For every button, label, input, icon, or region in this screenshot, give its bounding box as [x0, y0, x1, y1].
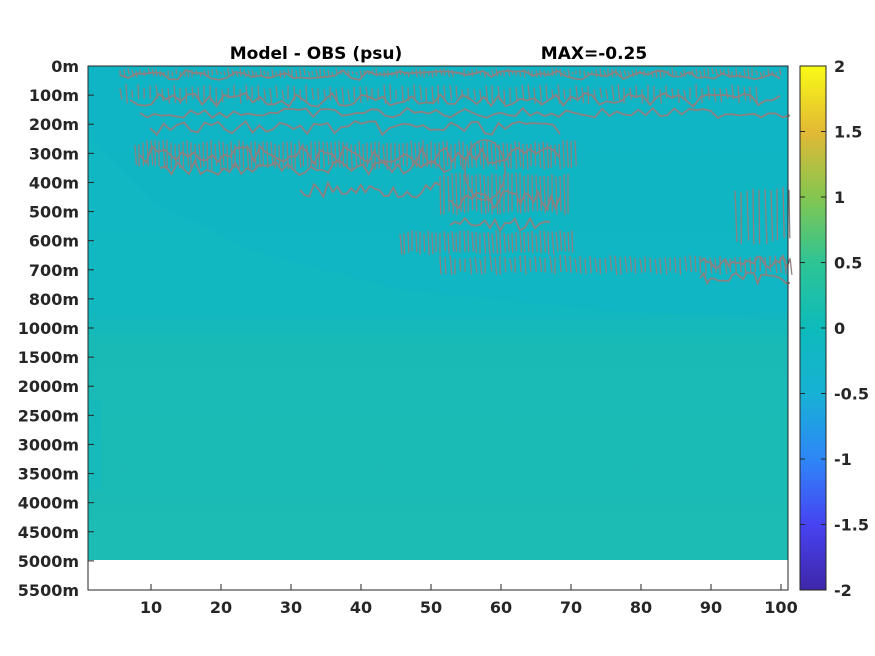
x-tick-label: 80 — [630, 598, 652, 617]
colorbar-tick-label: -0.5 — [834, 385, 869, 404]
contour-hatch — [439, 255, 793, 276]
y-tick-label: 5000m — [18, 552, 79, 571]
y-tick-label: 0m — [51, 57, 79, 76]
colorbar-tick-label: 1 — [834, 188, 845, 207]
y-tick-label: 2500m — [18, 406, 79, 425]
x-tick-label: 10 — [140, 598, 162, 617]
y-tick-label: 5500m — [18, 581, 79, 600]
y-tick-label: 4000m — [18, 494, 79, 513]
colorbar-ticks: 2 1.5 1 0.5 0 -0.5 -1 -1.5 -2 — [800, 57, 869, 600]
contour-line — [449, 189, 561, 211]
x-tick-label: 70 — [560, 598, 582, 617]
plot-area — [87, 65, 793, 591]
contour-line — [139, 106, 791, 119]
contour-line — [449, 216, 551, 233]
y-tick-label: 300m — [29, 144, 79, 163]
deep-side-anomaly — [88, 400, 102, 490]
y-tick-label: 1000m — [18, 319, 79, 338]
x-tick-label: 100 — [764, 598, 797, 617]
contour-line — [699, 271, 791, 286]
y-tick-label: 400m — [29, 173, 79, 192]
x-tick-label: 40 — [350, 598, 372, 617]
contour-line — [129, 91, 781, 108]
y-axis: 0m 100m 200m 300m 400m 500m 600m 700m 800m 1000m 1… — [18, 57, 94, 600]
y-tick-label: 100m — [29, 86, 79, 105]
contour-line — [119, 68, 781, 81]
y-tick-label: 2000m — [18, 377, 79, 396]
contour-line — [139, 144, 561, 167]
colorbar-tick-label: -1 — [834, 450, 852, 469]
x-tick-label: 30 — [280, 598, 302, 617]
x-axis: 10 20 30 40 50 60 70 80 90 100 — [140, 584, 798, 617]
y-tick-label: 600m — [29, 232, 79, 251]
contour-line — [699, 253, 791, 270]
y-tick-label: 4500m — [18, 523, 79, 542]
colorbar: 2 1.5 1 0.5 0 -0.5 -1 -1.5 -2 — [799, 57, 869, 600]
colorbar-tick-label: 0.5 — [834, 254, 862, 273]
x-tick-label: 60 — [490, 598, 512, 617]
contour-hatch — [734, 187, 791, 245]
y-tick-label: 800m — [29, 290, 79, 309]
y-tick-label: 3500m — [18, 465, 79, 484]
contour-line — [149, 119, 561, 137]
y-tick-label: 1500m — [18, 348, 79, 367]
x-tick-label: 90 — [700, 598, 722, 617]
colorbar-tick-label: -2 — [834, 581, 852, 600]
x-tick-label: 20 — [210, 598, 232, 617]
difference-contours — [119, 67, 793, 286]
contour-hatch — [399, 230, 574, 256]
y-tick-label: 500m — [29, 203, 79, 222]
y-tick-label: 700m — [29, 261, 79, 280]
contour-loop — [464, 139, 506, 201]
contour-line — [159, 158, 451, 177]
max-annotation: MAX=-0.25 — [541, 44, 647, 64]
colorbar-tick-label: -1.5 — [834, 516, 869, 535]
contour-line — [299, 180, 441, 199]
colorbar-tick-label: 1.5 — [834, 123, 862, 142]
x-tick-label: 50 — [420, 598, 442, 617]
colorbar-tick-label: 2 — [834, 57, 845, 76]
y-tick-label: 200m — [29, 115, 79, 134]
chart-title: Model - OBS (psu) — [230, 44, 403, 64]
y-tick-label: 3000m — [18, 435, 79, 454]
colorbar-tick-label: 0 — [834, 319, 845, 338]
